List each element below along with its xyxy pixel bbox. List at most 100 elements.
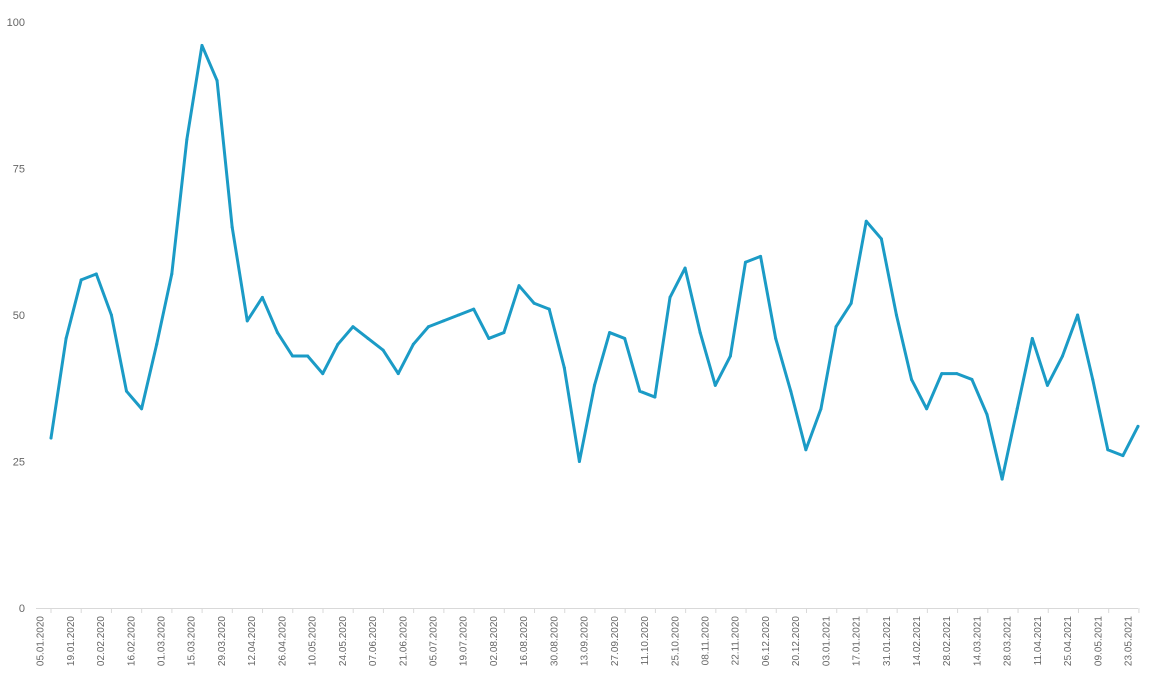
data-point-46 <box>743 260 747 264</box>
data-point-2 <box>79 278 83 282</box>
data-point-13 <box>245 319 249 323</box>
x-tick-label-19: 27.09.2020 <box>610 616 621 666</box>
data-point-45 <box>728 354 732 358</box>
x-tick-label-30: 28.02.2021 <box>942 616 953 666</box>
data-point-63 <box>1000 477 1004 481</box>
y-tick-label-3: 75 <box>13 164 25 176</box>
data-points <box>49 43 1140 481</box>
data-point-1 <box>64 336 68 340</box>
data-point-26 <box>442 319 446 323</box>
x-tick-label-27: 17.01.2021 <box>852 616 863 666</box>
x-tick-label-5: 15.03.2020 <box>187 616 198 666</box>
data-point-3 <box>94 272 98 276</box>
data-point-48 <box>774 336 778 340</box>
data-point-4 <box>109 313 113 317</box>
data-point-15 <box>275 331 279 335</box>
data-point-58 <box>925 407 929 411</box>
x-tick-label-17: 30.08.2020 <box>549 616 560 666</box>
x-tick-label-31: 14.03.2021 <box>972 616 983 666</box>
data-point-52 <box>834 325 838 329</box>
data-point-7 <box>155 342 159 346</box>
y-tick-label-1: 25 <box>13 457 25 469</box>
x-tick-label-34: 25.04.2021 <box>1063 616 1074 666</box>
data-point-17 <box>306 354 310 358</box>
x-tick-label-15: 02.08.2020 <box>489 616 500 666</box>
data-point-44 <box>713 383 717 387</box>
data-point-51 <box>819 407 823 411</box>
data-point-29 <box>487 336 491 340</box>
data-point-69 <box>1091 377 1095 381</box>
x-tick-label-13: 05.07.2020 <box>429 616 440 666</box>
data-point-66 <box>1045 383 1049 387</box>
data-point-41 <box>668 295 672 299</box>
x-tick-label-10: 24.05.2020 <box>338 616 349 666</box>
data-point-28 <box>472 307 476 311</box>
data-point-14 <box>260 295 264 299</box>
x-tick-label-23: 22.11.2020 <box>731 616 742 666</box>
data-point-54 <box>864 219 868 223</box>
x-tick-label-11: 07.06.2020 <box>368 616 379 666</box>
x-tick-label-14: 19.07.2020 <box>459 616 470 666</box>
data-point-9 <box>185 137 189 141</box>
data-point-22 <box>381 348 385 352</box>
data-point-67 <box>1061 354 1065 358</box>
x-tick-label-1: 19.01.2020 <box>66 616 77 666</box>
data-point-62 <box>985 413 989 417</box>
x-tick-label-28: 31.01.2021 <box>882 616 893 666</box>
x-tick-label-9: 10.05.2020 <box>308 616 319 666</box>
data-point-11 <box>215 79 219 83</box>
data-point-55 <box>879 237 883 241</box>
x-tick-label-6: 29.03.2020 <box>217 616 228 666</box>
x-axis-ticks <box>50 608 1140 613</box>
x-tick-label-16: 16.08.2020 <box>519 616 530 666</box>
data-point-71 <box>1121 454 1125 458</box>
data-point-60 <box>955 372 959 376</box>
data-point-27 <box>457 313 461 317</box>
data-point-70 <box>1106 448 1110 452</box>
data-point-32 <box>532 301 536 305</box>
x-tick-label-0: 05.01.2020 <box>36 616 47 666</box>
data-point-47 <box>759 254 763 258</box>
y-tick-label-2: 50 <box>13 310 25 322</box>
data-point-25 <box>426 325 430 329</box>
data-point-12 <box>230 225 234 229</box>
x-tick-label-12: 21.06.2020 <box>398 616 409 666</box>
data-point-50 <box>804 448 808 452</box>
x-tick-label-8: 26.04.2020 <box>277 616 288 666</box>
data-point-72 <box>1136 424 1140 428</box>
data-point-37 <box>608 331 612 335</box>
x-tick-label-32: 28.03.2021 <box>1003 616 1014 666</box>
data-point-10 <box>200 43 204 47</box>
x-tick-label-29: 14.02.2021 <box>912 616 923 666</box>
data-point-35 <box>577 460 581 463</box>
data-point-64 <box>1015 407 1019 411</box>
data-point-31 <box>517 284 521 288</box>
data-point-5 <box>124 389 128 393</box>
data-point-16 <box>291 354 295 358</box>
data-point-40 <box>653 395 657 399</box>
x-tick-label-4: 01.03.2020 <box>157 616 168 666</box>
series-line <box>49 43 1140 481</box>
data-point-65 <box>1030 336 1034 340</box>
data-point-68 <box>1076 313 1080 317</box>
x-tick-label-36: 23.05.2021 <box>1124 616 1135 666</box>
data-point-49 <box>789 389 793 393</box>
data-point-43 <box>698 331 702 335</box>
data-point-23 <box>396 372 400 376</box>
data-point-21 <box>366 336 370 340</box>
data-point-59 <box>940 372 944 376</box>
data-point-56 <box>894 313 898 317</box>
data-point-57 <box>910 377 914 381</box>
data-point-30 <box>502 331 506 335</box>
data-point-61 <box>970 377 974 381</box>
x-axis-labels: 05.01.2020 19.01.2020 02.02.2020 16.02.2020… <box>36 616 1135 666</box>
data-point-33 <box>547 307 551 311</box>
x-tick-label-3: 16.02.2020 <box>126 616 137 666</box>
data-point-24 <box>411 342 415 346</box>
x-tick-label-20: 11.10.2020 <box>640 616 651 666</box>
y-tick-label-4: 100 <box>7 17 25 29</box>
data-point-19 <box>336 342 340 346</box>
x-tick-label-24: 06.12.2020 <box>761 616 772 666</box>
x-tick-label-18: 13.09.2020 <box>580 616 591 666</box>
